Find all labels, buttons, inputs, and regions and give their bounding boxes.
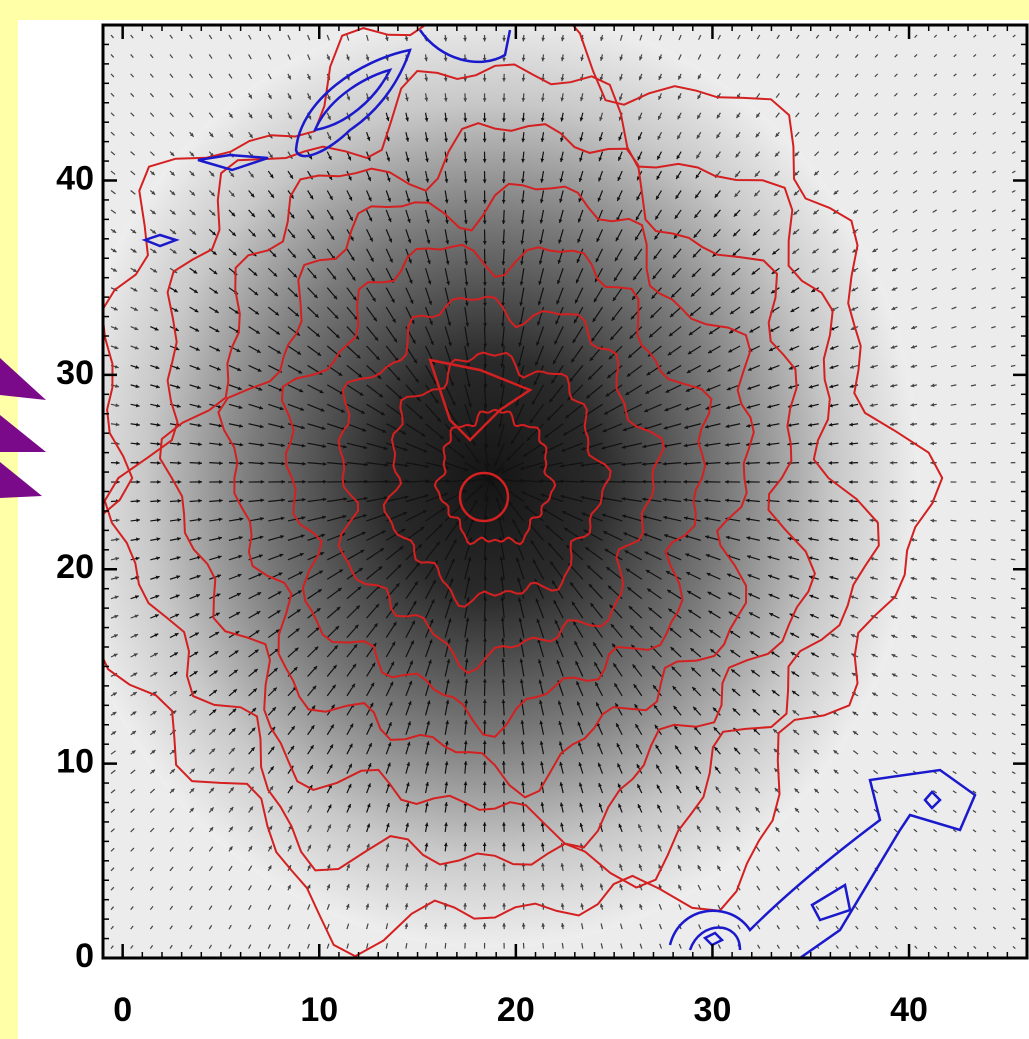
x-tick-label: 20 [497, 991, 535, 1029]
vector-arrow [991, 424, 996, 425]
vector-arrow [971, 559, 976, 560]
y-tick-label: 40 [56, 159, 94, 197]
vector-arrow [951, 520, 957, 521]
plot-area [60, 8, 1027, 958]
vector-arrow [971, 424, 976, 425]
vector-arrow [991, 540, 996, 541]
y-tick-label: 10 [56, 743, 94, 781]
x-tick-label: 40 [890, 991, 928, 1029]
vector-arrow [445, 943, 446, 949]
vector-arrow [562, 943, 563, 949]
vector-arrow [1011, 540, 1016, 541]
y-tick-label: 0 [75, 937, 94, 975]
vector-arrow [991, 385, 996, 386]
x-tick-label: 0 [113, 991, 132, 1029]
vector-arrow [426, 943, 427, 949]
vector-arrow [1011, 404, 1015, 405]
y-tick-label: 20 [56, 548, 94, 586]
vector-arrow [1011, 385, 1015, 386]
vector-arrow [971, 540, 976, 541]
vector-arrow [1011, 578, 1015, 579]
vector-arrow [991, 559, 996, 560]
vector-arrow [951, 424, 957, 425]
x-tick-label: 30 [694, 991, 732, 1029]
vector-arrow [971, 404, 976, 405]
vector-arrow [1011, 559, 1015, 560]
x-tick-label: 10 [300, 991, 338, 1029]
vector-arrow [543, 943, 544, 949]
vector-arrow [951, 540, 957, 541]
y-tick-label: 30 [56, 354, 94, 392]
vector-arrow [991, 404, 996, 405]
